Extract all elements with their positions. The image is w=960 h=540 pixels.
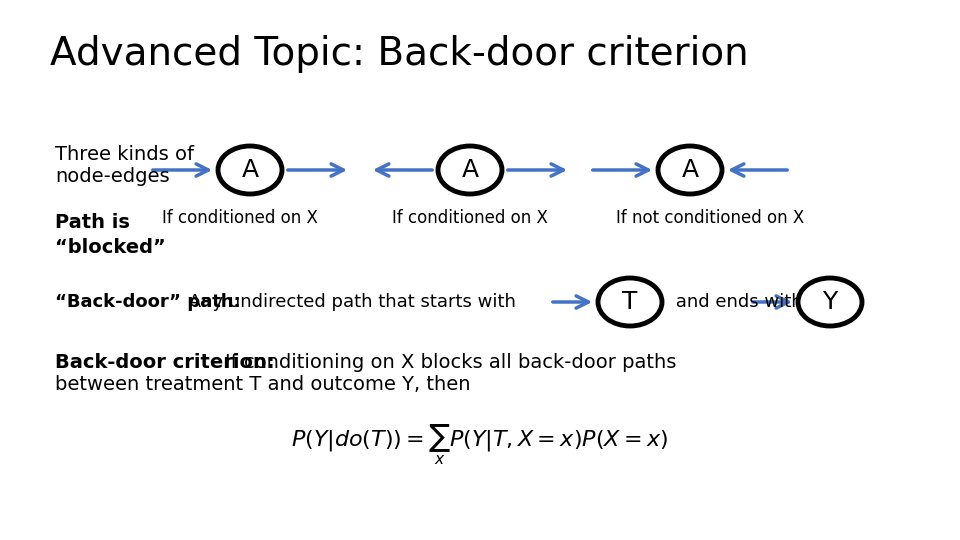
Ellipse shape — [598, 278, 662, 326]
Text: $P(Y|do(T)) = \sum_{x} P(Y|T,X=x)P(X=x)$: $P(Y|do(T)) = \sum_{x} P(Y|T,X=x)P(X=x)$ — [292, 423, 668, 467]
Text: A: A — [241, 158, 258, 182]
Ellipse shape — [798, 278, 862, 326]
Text: A: A — [682, 158, 699, 182]
Text: A: A — [462, 158, 479, 182]
Text: If conditioned on X: If conditioned on X — [392, 209, 548, 227]
Text: between treatment T and outcome Y, then: between treatment T and outcome Y, then — [55, 375, 470, 395]
Text: Back-door criterion:: Back-door criterion: — [55, 353, 281, 372]
Ellipse shape — [218, 146, 282, 194]
Text: If conditioning on X blocks all back-door paths: If conditioning on X blocks all back-doo… — [225, 353, 677, 372]
Text: Three kinds of
node-edges: Three kinds of node-edges — [55, 145, 194, 186]
Text: “Back-door” path:: “Back-door” path: — [55, 293, 241, 311]
Text: Advanced Topic: Back-door criterion: Advanced Topic: Back-door criterion — [50, 35, 749, 73]
Ellipse shape — [658, 146, 722, 194]
Text: and ends with: and ends with — [670, 293, 803, 311]
Ellipse shape — [438, 146, 502, 194]
Text: Any undirected path that starts with: Any undirected path that starts with — [183, 293, 516, 311]
Text: If conditioned on X: If conditioned on X — [162, 209, 318, 227]
Text: T: T — [622, 290, 637, 314]
Text: Path is
“blocked”: Path is “blocked” — [55, 213, 166, 257]
Text: If not conditioned on X: If not conditioned on X — [616, 209, 804, 227]
Text: Y: Y — [823, 290, 838, 314]
